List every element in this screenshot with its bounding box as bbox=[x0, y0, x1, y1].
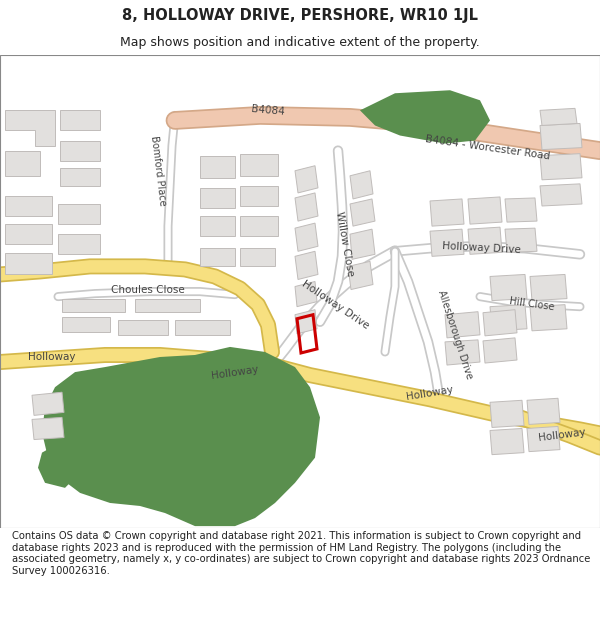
Polygon shape bbox=[530, 274, 567, 301]
Polygon shape bbox=[5, 111, 55, 146]
Polygon shape bbox=[60, 141, 100, 161]
Polygon shape bbox=[240, 248, 275, 266]
Polygon shape bbox=[350, 171, 373, 199]
Polygon shape bbox=[32, 392, 64, 416]
Polygon shape bbox=[490, 400, 524, 428]
Polygon shape bbox=[348, 261, 373, 289]
Polygon shape bbox=[483, 309, 517, 336]
Polygon shape bbox=[540, 124, 582, 149]
Text: B4084 - Worcester Road: B4084 - Worcester Road bbox=[425, 134, 551, 161]
Polygon shape bbox=[350, 229, 375, 259]
Polygon shape bbox=[527, 426, 560, 452]
Polygon shape bbox=[490, 304, 527, 331]
Polygon shape bbox=[350, 199, 375, 226]
Polygon shape bbox=[527, 398, 560, 424]
Polygon shape bbox=[62, 317, 110, 332]
Polygon shape bbox=[175, 320, 230, 335]
Polygon shape bbox=[540, 108, 577, 126]
Polygon shape bbox=[240, 154, 278, 176]
Polygon shape bbox=[62, 299, 125, 312]
Polygon shape bbox=[490, 429, 524, 454]
Polygon shape bbox=[445, 340, 480, 365]
Polygon shape bbox=[430, 199, 464, 226]
Polygon shape bbox=[468, 197, 502, 224]
Polygon shape bbox=[5, 253, 52, 274]
Polygon shape bbox=[200, 188, 235, 208]
Polygon shape bbox=[200, 248, 235, 266]
Text: Holloway: Holloway bbox=[538, 428, 586, 443]
Polygon shape bbox=[295, 193, 318, 221]
Polygon shape bbox=[505, 228, 537, 253]
Polygon shape bbox=[430, 229, 464, 256]
Polygon shape bbox=[360, 90, 490, 144]
Polygon shape bbox=[445, 312, 480, 338]
Polygon shape bbox=[32, 418, 64, 439]
Polygon shape bbox=[540, 154, 582, 180]
Polygon shape bbox=[5, 224, 52, 244]
Text: Holloway: Holloway bbox=[28, 352, 76, 362]
Text: Map shows position and indicative extent of the property.: Map shows position and indicative extent… bbox=[120, 36, 480, 49]
Text: Holloway: Holloway bbox=[211, 365, 259, 381]
Polygon shape bbox=[240, 216, 278, 236]
Text: Holloway Drive: Holloway Drive bbox=[299, 279, 370, 331]
Polygon shape bbox=[468, 227, 502, 254]
Polygon shape bbox=[60, 168, 100, 186]
Polygon shape bbox=[530, 304, 567, 331]
Polygon shape bbox=[240, 186, 278, 206]
Text: Contains OS data © Crown copyright and database right 2021. This information is : Contains OS data © Crown copyright and d… bbox=[12, 531, 590, 576]
Polygon shape bbox=[5, 151, 40, 176]
Polygon shape bbox=[483, 338, 517, 363]
Polygon shape bbox=[295, 166, 318, 193]
Polygon shape bbox=[42, 347, 320, 526]
Polygon shape bbox=[58, 234, 100, 254]
Text: Bomford Place: Bomford Place bbox=[149, 135, 167, 206]
Polygon shape bbox=[540, 184, 582, 206]
Polygon shape bbox=[135, 299, 200, 312]
Polygon shape bbox=[295, 281, 317, 307]
Text: Holloway: Holloway bbox=[406, 384, 454, 402]
Polygon shape bbox=[60, 111, 100, 131]
Polygon shape bbox=[490, 274, 527, 301]
Text: Holloway Drive: Holloway Drive bbox=[442, 241, 521, 256]
Text: Hill Close: Hill Close bbox=[509, 296, 555, 312]
Text: Willow Close: Willow Close bbox=[334, 211, 356, 278]
Polygon shape bbox=[38, 442, 80, 488]
Text: 8, HOLLOWAY DRIVE, PERSHORE, WR10 1JL: 8, HOLLOWAY DRIVE, PERSHORE, WR10 1JL bbox=[122, 8, 478, 23]
Polygon shape bbox=[200, 216, 235, 236]
Polygon shape bbox=[505, 198, 537, 222]
Text: B4084: B4084 bbox=[251, 104, 285, 117]
Polygon shape bbox=[295, 223, 318, 251]
Polygon shape bbox=[295, 251, 318, 279]
Polygon shape bbox=[5, 196, 52, 216]
Polygon shape bbox=[58, 204, 100, 224]
Text: Allesborough Drive: Allesborough Drive bbox=[436, 289, 474, 381]
Polygon shape bbox=[200, 156, 235, 178]
Polygon shape bbox=[295, 309, 317, 334]
Polygon shape bbox=[118, 320, 168, 335]
Text: Choules Close: Choules Close bbox=[111, 284, 185, 294]
